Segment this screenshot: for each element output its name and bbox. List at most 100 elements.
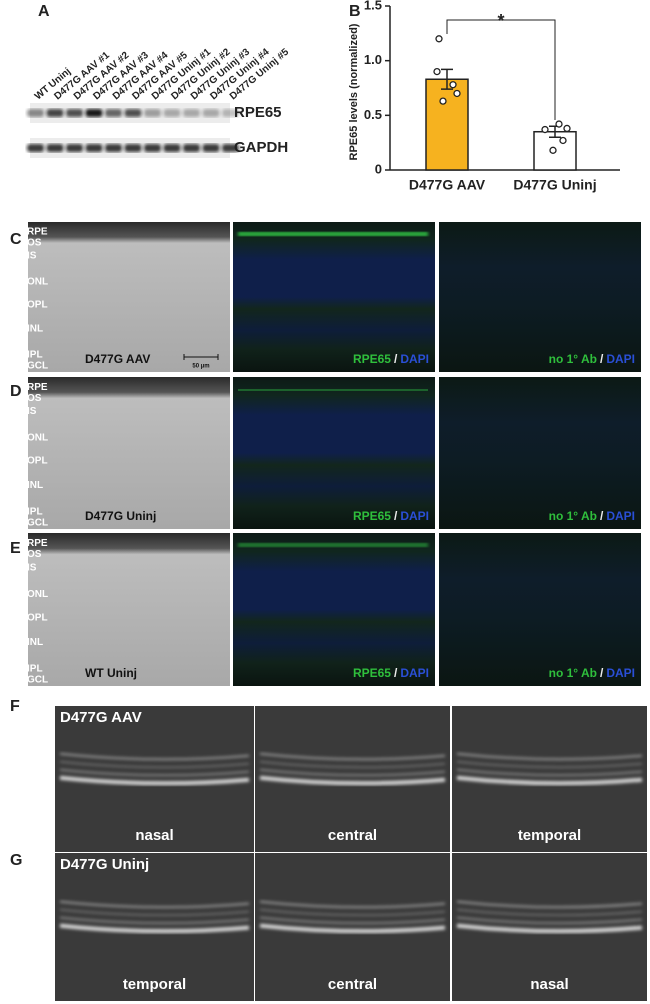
stain-label: no 1° Ab / DAPI: [549, 352, 635, 366]
oct-band: [456, 908, 643, 916]
stain-label: RPE65/DAPI: [353, 509, 429, 523]
control-image: [439, 222, 641, 372]
stain-label: RPE65/DAPI: [353, 666, 429, 680]
retina-layers: [259, 752, 446, 786]
oct-band: [259, 908, 446, 916]
oct-band: [59, 923, 250, 934]
oct-band: [59, 760, 250, 769]
data-point: [439, 97, 447, 105]
blot-band: [66, 144, 83, 152]
panel-label: A: [38, 3, 50, 20]
control-image: [439, 377, 641, 529]
stain-separator: /: [600, 509, 604, 523]
rpe65-signal: [238, 389, 428, 391]
y-tick-label: 1.5: [364, 0, 382, 12]
retina-layers: [259, 900, 446, 934]
layer-label: RPE: [27, 382, 48, 393]
layer-label: ONL: [27, 589, 48, 600]
bar: [425, 78, 469, 171]
panel-label: F: [10, 698, 20, 715]
oct-band: [59, 908, 250, 916]
stain-counter: DAPI: [606, 352, 635, 366]
stain-separator: /: [394, 509, 398, 523]
oct-band: [259, 916, 446, 925]
layer-label: INL: [27, 324, 43, 335]
stain-separator: /: [600, 666, 604, 680]
blot-band: [124, 144, 142, 152]
stain-counter: DAPI: [400, 352, 429, 366]
stain-marker: RPE65: [353, 509, 391, 523]
layer-label: IS: [27, 406, 37, 417]
stain-label: no 1° Ab / DAPI: [549, 509, 635, 523]
blot-band: [27, 109, 44, 117]
band-label: RPE65: [234, 104, 282, 121]
oct-band: [456, 752, 643, 761]
significance-bracket: [446, 19, 556, 120]
data-point: [435, 35, 443, 43]
oct-band: [456, 916, 643, 925]
oct-band: [259, 768, 446, 777]
rpe65-image: [233, 222, 435, 372]
retina-layers: [456, 900, 643, 934]
layer-label: OS: [27, 549, 42, 560]
layer-label: IPL: [27, 350, 43, 361]
brightfield-image: [28, 222, 230, 372]
brightfield-image: [28, 533, 230, 686]
region-label: nasal: [135, 827, 173, 844]
y-tick-label: 1.0: [364, 52, 382, 67]
stain-counter: DAPI: [606, 666, 635, 680]
layer-label: OPL: [27, 300, 48, 311]
oct-band: [456, 923, 643, 934]
blot-band: [222, 144, 239, 152]
blot-band: [27, 144, 44, 152]
panel-label: E: [10, 540, 21, 557]
y-tick-label: 0: [375, 161, 382, 176]
significance-label: *: [497, 11, 504, 31]
stain-label: no 1° Ab / DAPI: [549, 666, 635, 680]
blot-band: [163, 144, 181, 152]
oct-band: [259, 775, 446, 786]
stain-marker: no 1° Ab: [549, 352, 597, 366]
layer-label: ONL: [27, 277, 48, 288]
region-label: central: [328, 976, 377, 993]
stain-marker: RPE65: [353, 666, 391, 680]
x-tick-label: D477G Uninj: [513, 177, 596, 193]
stain-label: RPE65/DAPI: [353, 352, 429, 366]
layer-label: OPL: [27, 612, 48, 623]
panel-label: C: [10, 231, 22, 248]
stain-marker: RPE65: [353, 352, 391, 366]
blot-band: [183, 109, 200, 117]
blot-band: [163, 109, 181, 117]
blot-band: [144, 144, 161, 152]
layer-label: IS: [27, 562, 37, 573]
layer-label: OS: [27, 238, 42, 249]
blot-band: [105, 109, 122, 117]
layer-label: INL: [27, 480, 43, 491]
group-label: D477G AAV: [85, 352, 150, 366]
layer-label: ONL: [27, 432, 48, 443]
oct-band: [456, 900, 643, 909]
panel-label: B: [349, 3, 361, 20]
oct-band: [59, 900, 250, 909]
data-point: [453, 89, 461, 98]
blot-band: [105, 144, 122, 152]
data-point: [549, 146, 557, 154]
retina-layers: [59, 900, 250, 934]
scale-bar-label: 50 µm: [192, 364, 209, 370]
stain-counter: DAPI: [400, 509, 429, 523]
layer-label: OPL: [27, 456, 48, 467]
blot-band: [144, 109, 161, 117]
region-label: temporal: [518, 827, 581, 844]
rpe65-image: [233, 377, 435, 529]
stain-marker: no 1° Ab: [549, 666, 597, 680]
oct-band: [456, 760, 643, 769]
oct-band: [456, 775, 643, 786]
data-point: [541, 125, 549, 134]
layer-label: RPE: [27, 538, 48, 549]
oct-band: [259, 760, 446, 769]
oct-band: [456, 768, 643, 777]
data-point: [559, 136, 567, 145]
control-image: [439, 533, 641, 686]
layer-label: INL: [27, 637, 43, 648]
